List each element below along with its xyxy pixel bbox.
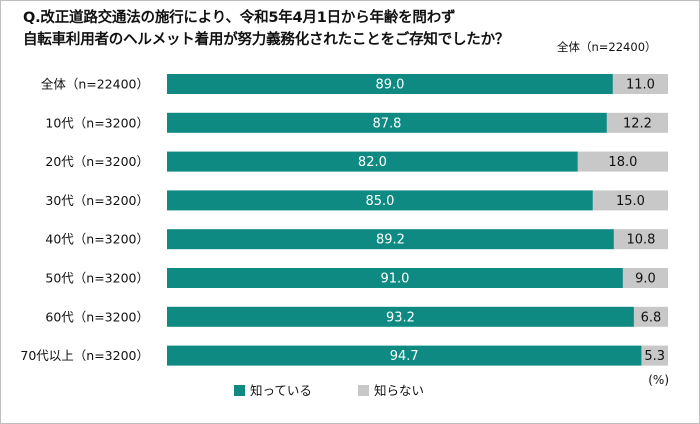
bar-segment-dont-know bbox=[641, 345, 668, 366]
bar-segment-dont-know bbox=[613, 229, 668, 250]
total-sample-label: 全体（n=22400） bbox=[557, 40, 657, 54]
bar-segment-know bbox=[167, 345, 642, 366]
legend-label-dont-know: 知らない bbox=[374, 383, 424, 398]
category-label: 10代（n=3200） bbox=[45, 115, 149, 130]
category-label: 50代（n=3200） bbox=[45, 271, 149, 286]
bar-segment-dont-know bbox=[612, 74, 668, 94]
bar-segment-know bbox=[167, 229, 614, 250]
legend-swatch-know bbox=[234, 385, 245, 396]
data-label-dont-know: 18.0 bbox=[608, 155, 637, 170]
data-label-know: 89.2 bbox=[376, 233, 405, 248]
legend-swatch-dont-know bbox=[358, 385, 369, 396]
data-label-dont-know: 15.0 bbox=[616, 194, 645, 209]
chart-title-line1: Q.改正道路交通法の施行により、令和5年4月1日から年齢を問わず bbox=[23, 10, 456, 26]
category-label: 全体（n=22400） bbox=[41, 77, 149, 92]
bar-segment-dont-know bbox=[622, 268, 668, 288]
bars-group: 全体（n=22400） 89.0 11.0 10代（n=3200） 87.8 12.2 20… bbox=[20, 74, 668, 366]
bar-segment-know bbox=[167, 306, 634, 327]
bar-segment-dont-know bbox=[592, 190, 668, 211]
bar-segment-know bbox=[167, 190, 593, 211]
legend: 知っている 知らない bbox=[234, 383, 424, 398]
data-label-dont-know: 5.3 bbox=[644, 349, 665, 364]
data-label-know: 82.0 bbox=[358, 155, 387, 170]
bar-segment-dont-know bbox=[577, 151, 668, 172]
data-label-know: 94.7 bbox=[390, 349, 419, 364]
data-label-dont-know: 10.8 bbox=[626, 233, 655, 248]
bar-segment-dont-know bbox=[606, 112, 668, 133]
data-label-dont-know: 12.2 bbox=[623, 116, 652, 131]
bar-segment-know bbox=[167, 151, 578, 172]
chart-title: Q.改正道路交通法の施行により、令和5年4月1日から年齢を問わず 自転車利用者の… bbox=[23, 7, 509, 48]
bar-segment-know bbox=[167, 74, 613, 94]
category-label: 20代（n=3200） bbox=[45, 154, 149, 169]
data-label-know: 87.8 bbox=[372, 116, 401, 131]
data-label-know: 85.0 bbox=[365, 194, 394, 209]
data-label-know: 91.0 bbox=[380, 272, 409, 287]
unit-label: (%) bbox=[648, 373, 669, 387]
category-label: 40代（n=3200） bbox=[45, 232, 149, 247]
data-label-dont-know: 11.0 bbox=[626, 78, 655, 93]
data-label-dont-know: 9.0 bbox=[635, 272, 656, 287]
bar-segment-know bbox=[167, 112, 607, 133]
legend-label-know: 知っている bbox=[250, 383, 312, 398]
bar-segment-dont-know bbox=[633, 306, 668, 327]
data-label-dont-know: 6.8 bbox=[641, 310, 662, 325]
category-label: 70代以上（n=3200） bbox=[20, 348, 149, 363]
bar-segment-know bbox=[167, 268, 623, 288]
category-label: 30代（n=3200） bbox=[45, 193, 149, 208]
data-label-know: 93.2 bbox=[386, 310, 415, 325]
chart-title-line2: 自転車利用者のヘルメット着用が努力義務化されたことをご存知でしたか？ bbox=[23, 32, 510, 48]
category-label: 60代（n=3200） bbox=[45, 309, 149, 324]
data-label-know: 89.0 bbox=[375, 78, 404, 93]
